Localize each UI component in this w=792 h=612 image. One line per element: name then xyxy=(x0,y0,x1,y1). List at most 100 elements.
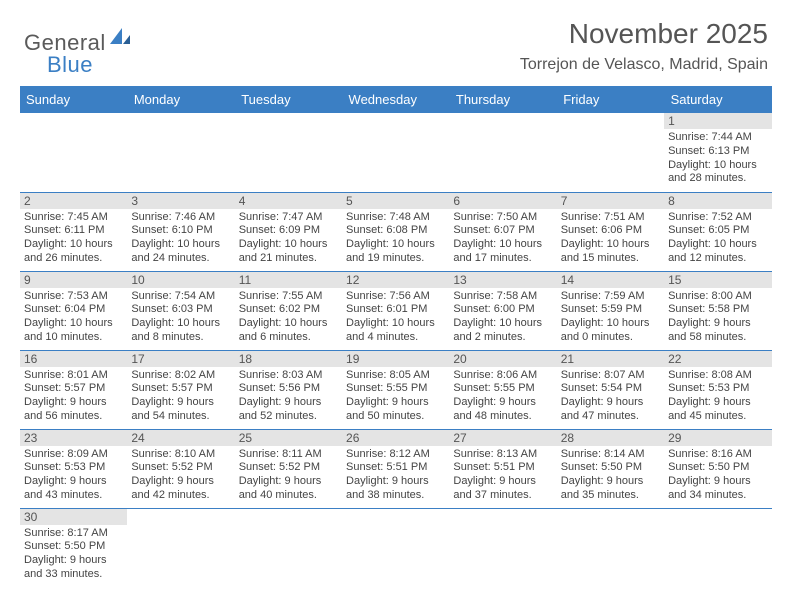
sunset-text: Sunset: 5:57 PM xyxy=(131,382,230,396)
day-details: Sunrise: 7:55 AMSunset: 6:02 PMDaylight:… xyxy=(235,288,342,347)
sunrise-text: Sunrise: 7:51 AM xyxy=(561,211,660,225)
day-number: 23 xyxy=(20,430,127,446)
calendar-row: 16Sunrise: 8:01 AMSunset: 5:57 PMDayligh… xyxy=(20,350,772,429)
sunset-text: Sunset: 6:03 PM xyxy=(131,303,230,317)
day-number: 5 xyxy=(342,193,449,209)
calendar-cell: 11Sunrise: 7:55 AMSunset: 6:02 PMDayligh… xyxy=(235,271,342,350)
calendar-cell: 21Sunrise: 8:07 AMSunset: 5:54 PMDayligh… xyxy=(557,350,664,429)
sunrise-text: Sunrise: 8:10 AM xyxy=(131,448,230,462)
day-details: Sunrise: 8:02 AMSunset: 5:57 PMDaylight:… xyxy=(127,367,234,426)
sunrise-text: Sunrise: 8:13 AM xyxy=(453,448,552,462)
daylight-text: Daylight: 10 hours and 28 minutes. xyxy=(668,159,767,187)
calendar-cell: 15Sunrise: 8:00 AMSunset: 5:58 PMDayligh… xyxy=(664,271,771,350)
day-number: 7 xyxy=(557,193,664,209)
sunrise-text: Sunrise: 7:58 AM xyxy=(453,290,552,304)
sunset-text: Sunset: 6:13 PM xyxy=(668,145,767,159)
daylight-text: Daylight: 10 hours and 0 minutes. xyxy=(561,317,660,345)
day-number: 22 xyxy=(664,351,771,367)
calendar-cell-empty xyxy=(342,113,449,192)
page-header: General Blue November 2025 Torrejon de V… xyxy=(0,0,792,82)
sunrise-text: Sunrise: 8:05 AM xyxy=(346,369,445,383)
calendar-cell-empty xyxy=(557,508,664,587)
calendar-table: SundayMondayTuesdayWednesdayThursdayFrid… xyxy=(20,86,772,587)
daylight-text: Daylight: 9 hours and 35 minutes. xyxy=(561,475,660,503)
daylight-text: Daylight: 10 hours and 12 minutes. xyxy=(668,238,767,266)
daylight-text: Daylight: 10 hours and 19 minutes. xyxy=(346,238,445,266)
calendar-cell: 16Sunrise: 8:01 AMSunset: 5:57 PMDayligh… xyxy=(20,350,127,429)
calendar-cell: 17Sunrise: 8:02 AMSunset: 5:57 PMDayligh… xyxy=(127,350,234,429)
calendar-cell-empty xyxy=(342,508,449,587)
weekday-header: Tuesday xyxy=(235,86,342,113)
weekday-header: Saturday xyxy=(664,86,771,113)
calendar-cell: 13Sunrise: 7:58 AMSunset: 6:00 PMDayligh… xyxy=(449,271,556,350)
sunset-text: Sunset: 5:57 PM xyxy=(24,382,123,396)
sunset-text: Sunset: 5:51 PM xyxy=(453,461,552,475)
sunrise-text: Sunrise: 7:48 AM xyxy=(346,211,445,225)
sunset-text: Sunset: 6:10 PM xyxy=(131,224,230,238)
day-number: 1 xyxy=(664,113,771,129)
day-number: 28 xyxy=(557,430,664,446)
day-number: 10 xyxy=(127,272,234,288)
day-details: Sunrise: 8:00 AMSunset: 5:58 PMDaylight:… xyxy=(664,288,771,347)
day-number: 30 xyxy=(20,509,127,525)
title-block: November 2025 Torrejon de Velasco, Madri… xyxy=(520,18,768,74)
sunrise-text: Sunrise: 8:01 AM xyxy=(24,369,123,383)
sunset-text: Sunset: 5:55 PM xyxy=(453,382,552,396)
calendar-cell-empty xyxy=(449,508,556,587)
sunrise-text: Sunrise: 7:47 AM xyxy=(239,211,338,225)
calendar-cell-empty xyxy=(664,508,771,587)
day-details: Sunrise: 7:48 AMSunset: 6:08 PMDaylight:… xyxy=(342,209,449,268)
calendar-cell: 27Sunrise: 8:13 AMSunset: 5:51 PMDayligh… xyxy=(449,429,556,508)
sunset-text: Sunset: 5:59 PM xyxy=(561,303,660,317)
daylight-text: Daylight: 9 hours and 52 minutes. xyxy=(239,396,338,424)
day-number: 24 xyxy=(127,430,234,446)
calendar-cell: 14Sunrise: 7:59 AMSunset: 5:59 PMDayligh… xyxy=(557,271,664,350)
day-number: 25 xyxy=(235,430,342,446)
day-number: 29 xyxy=(664,430,771,446)
day-number: 20 xyxy=(449,351,556,367)
day-details: Sunrise: 7:44 AMSunset: 6:13 PMDaylight:… xyxy=(664,129,771,188)
sunrise-text: Sunrise: 7:54 AM xyxy=(131,290,230,304)
calendar-cell: 30Sunrise: 8:17 AMSunset: 5:50 PMDayligh… xyxy=(20,508,127,587)
weekday-header: Sunday xyxy=(20,86,127,113)
daylight-text: Daylight: 10 hours and 17 minutes. xyxy=(453,238,552,266)
daylight-text: Daylight: 9 hours and 50 minutes. xyxy=(346,396,445,424)
sunrise-text: Sunrise: 7:45 AM xyxy=(24,211,123,225)
day-details: Sunrise: 7:47 AMSunset: 6:09 PMDaylight:… xyxy=(235,209,342,268)
weekday-header: Monday xyxy=(127,86,234,113)
day-details: Sunrise: 8:01 AMSunset: 5:57 PMDaylight:… xyxy=(20,367,127,426)
sunset-text: Sunset: 5:50 PM xyxy=(24,540,123,554)
calendar-cell: 4Sunrise: 7:47 AMSunset: 6:09 PMDaylight… xyxy=(235,192,342,271)
calendar-cell-empty xyxy=(449,113,556,192)
sunset-text: Sunset: 6:08 PM xyxy=(346,224,445,238)
sunrise-text: Sunrise: 7:56 AM xyxy=(346,290,445,304)
day-details: Sunrise: 7:46 AMSunset: 6:10 PMDaylight:… xyxy=(127,209,234,268)
day-details: Sunrise: 7:52 AMSunset: 6:05 PMDaylight:… xyxy=(664,209,771,268)
calendar-cell: 5Sunrise: 7:48 AMSunset: 6:08 PMDaylight… xyxy=(342,192,449,271)
calendar-cell: 9Sunrise: 7:53 AMSunset: 6:04 PMDaylight… xyxy=(20,271,127,350)
calendar-cell: 1Sunrise: 7:44 AMSunset: 6:13 PMDaylight… xyxy=(664,113,771,192)
sunset-text: Sunset: 5:52 PM xyxy=(239,461,338,475)
sunset-text: Sunset: 6:09 PM xyxy=(239,224,338,238)
sunrise-text: Sunrise: 7:50 AM xyxy=(453,211,552,225)
sunrise-text: Sunrise: 8:08 AM xyxy=(668,369,767,383)
sunset-text: Sunset: 5:50 PM xyxy=(668,461,767,475)
calendar-cell: 6Sunrise: 7:50 AMSunset: 6:07 PMDaylight… xyxy=(449,192,556,271)
calendar-row: 30Sunrise: 8:17 AMSunset: 5:50 PMDayligh… xyxy=(20,508,772,587)
day-details: Sunrise: 8:08 AMSunset: 5:53 PMDaylight:… xyxy=(664,367,771,426)
daylight-text: Daylight: 9 hours and 38 minutes. xyxy=(346,475,445,503)
weekday-header: Wednesday xyxy=(342,86,449,113)
sunset-text: Sunset: 5:51 PM xyxy=(346,461,445,475)
daylight-text: Daylight: 9 hours and 48 minutes. xyxy=(453,396,552,424)
calendar-cell: 24Sunrise: 8:10 AMSunset: 5:52 PMDayligh… xyxy=(127,429,234,508)
sunset-text: Sunset: 6:11 PM xyxy=(24,224,123,238)
day-details: Sunrise: 8:13 AMSunset: 5:51 PMDaylight:… xyxy=(449,446,556,505)
calendar-cell: 29Sunrise: 8:16 AMSunset: 5:50 PMDayligh… xyxy=(664,429,771,508)
calendar-cell-empty xyxy=(127,508,234,587)
day-details: Sunrise: 8:11 AMSunset: 5:52 PMDaylight:… xyxy=(235,446,342,505)
calendar-row: 1Sunrise: 7:44 AMSunset: 6:13 PMDaylight… xyxy=(20,113,772,192)
sunrise-text: Sunrise: 7:55 AM xyxy=(239,290,338,304)
sunrise-text: Sunrise: 7:59 AM xyxy=(561,290,660,304)
sunrise-text: Sunrise: 7:53 AM xyxy=(24,290,123,304)
sunrise-text: Sunrise: 8:17 AM xyxy=(24,527,123,541)
